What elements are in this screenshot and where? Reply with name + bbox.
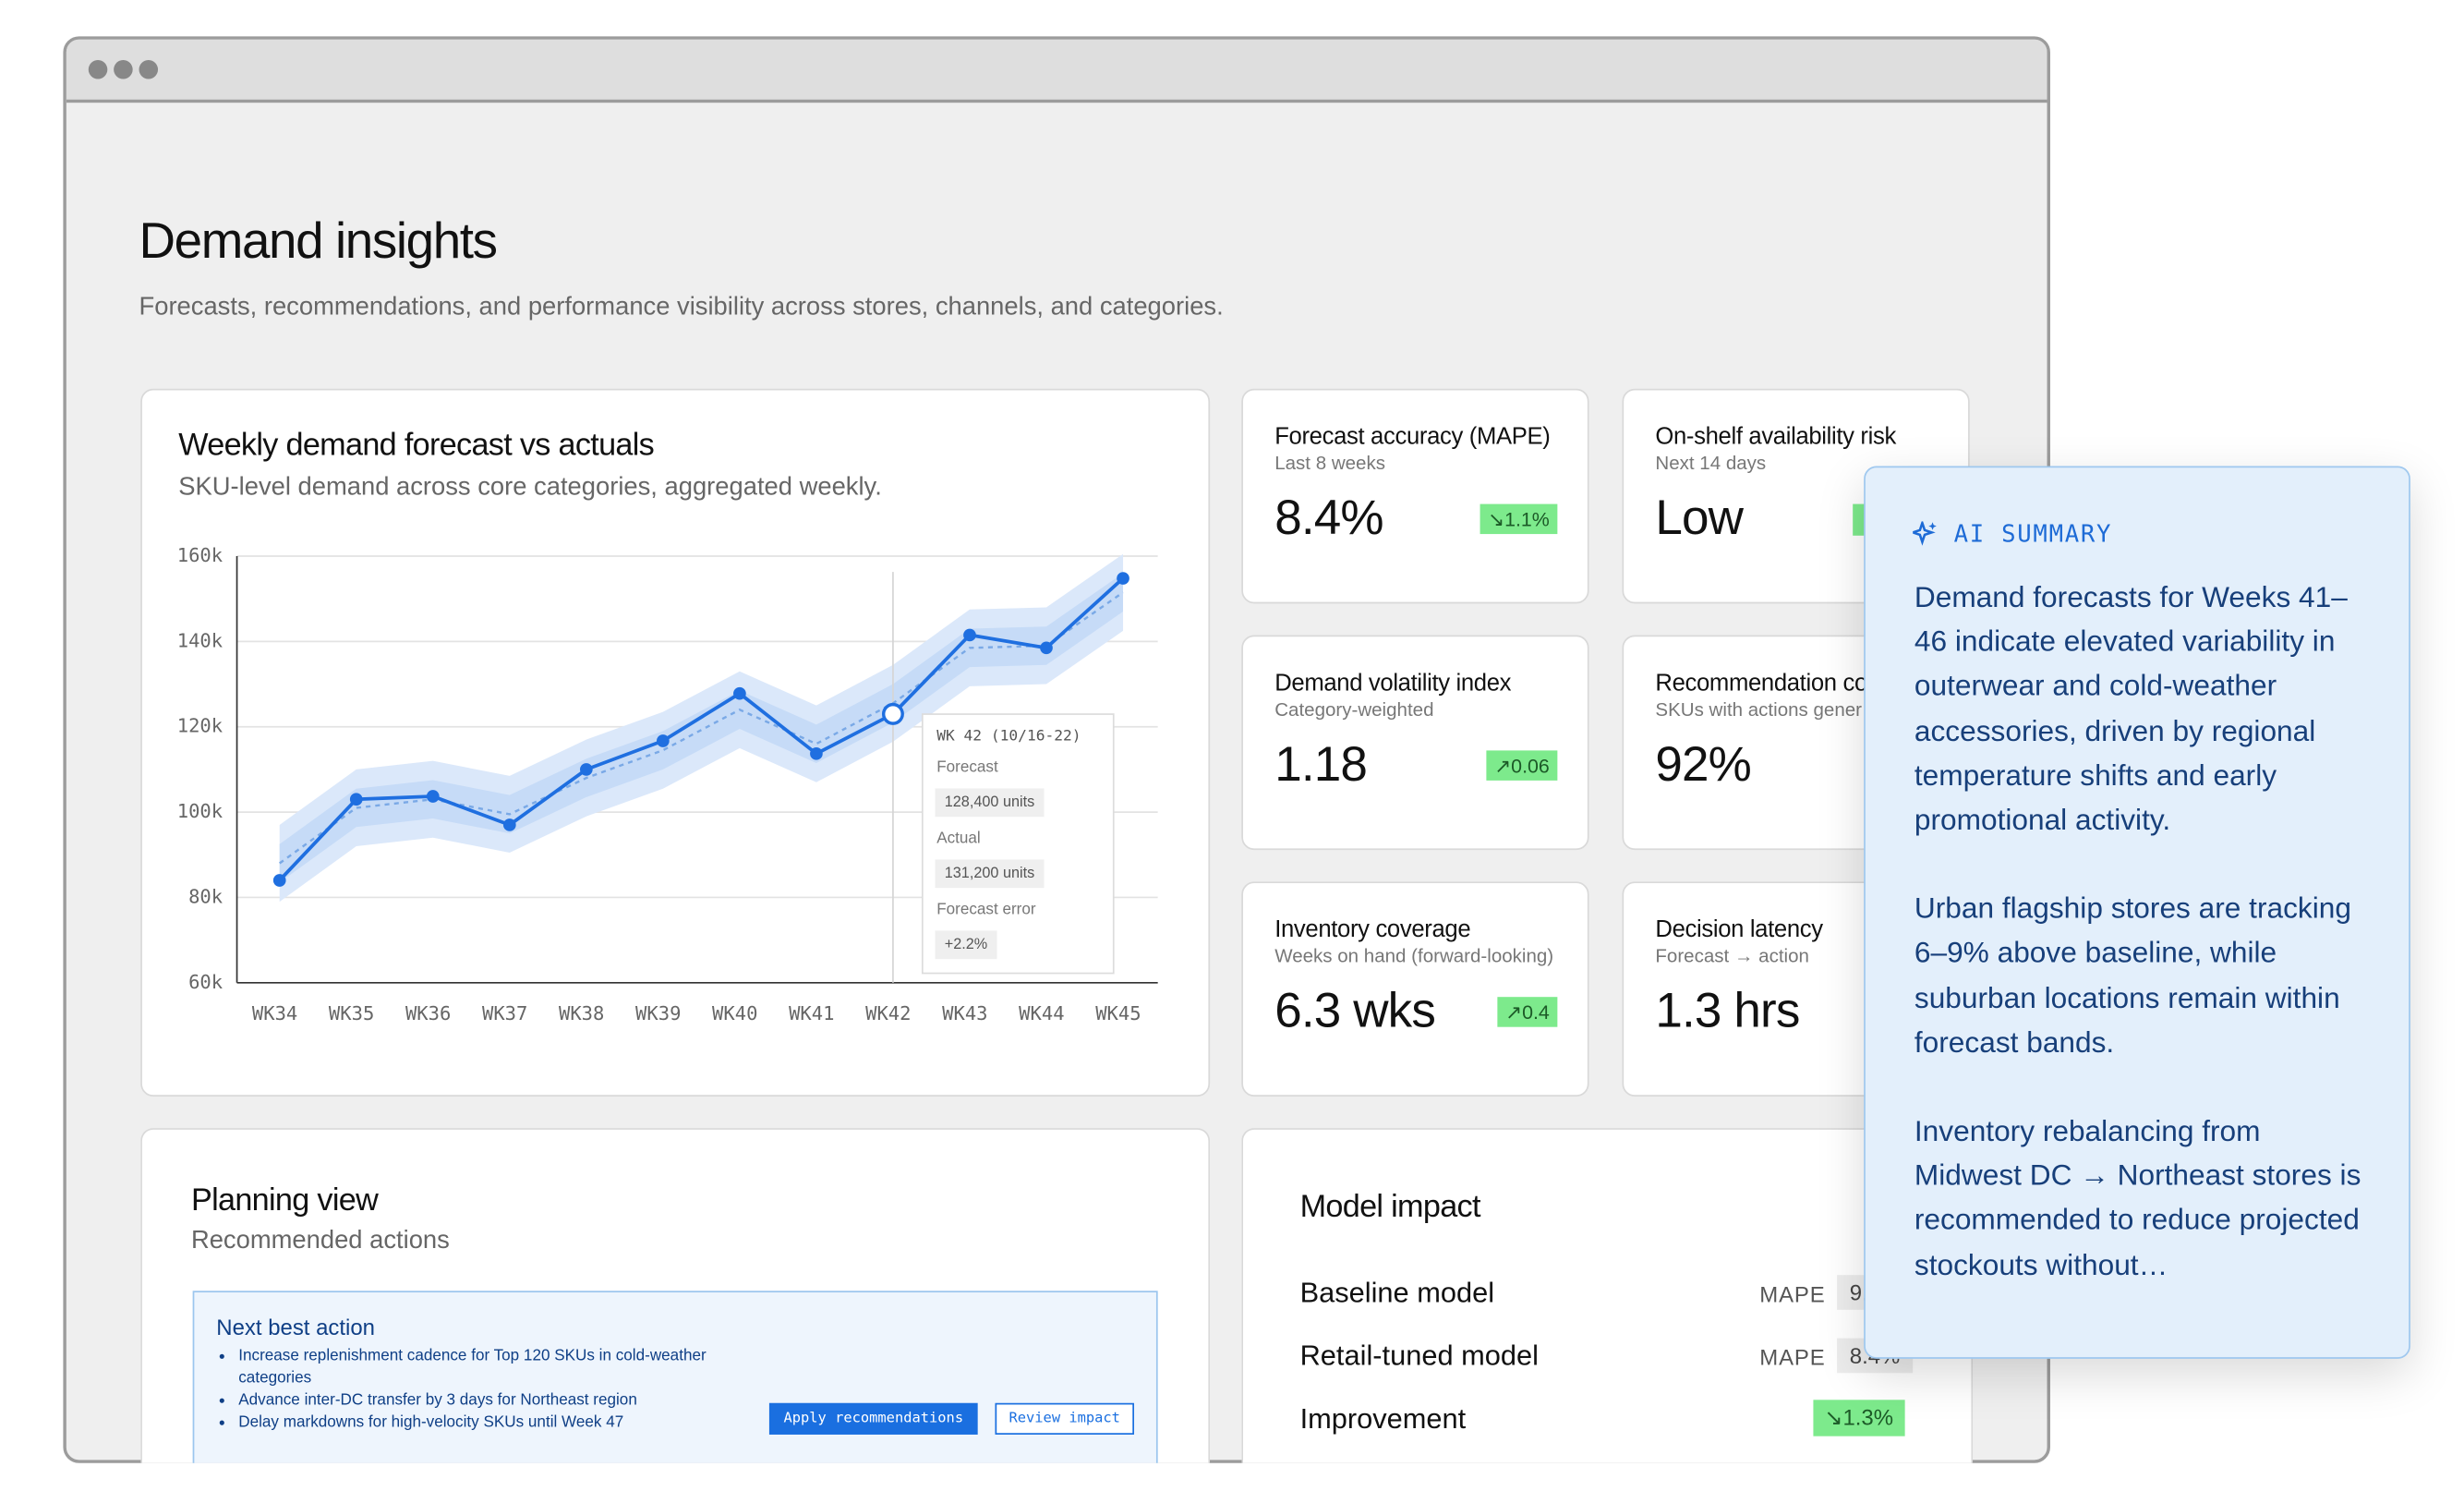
window-dot (88, 59, 108, 79)
kpi-row: 6.3 wks ↗0.4 (1274, 982, 1558, 1040)
kpi-value: 8.4% (1274, 490, 1383, 546)
kpi-row: 1.18 ↗0.06 (1274, 735, 1558, 794)
action-item: Advance inter-DC transfer by 3 days for … (238, 1390, 712, 1412)
kpi-subtitle: Weeks on hand (forward-looking) (1274, 944, 1554, 967)
chart-card: Weekly demand forecast vs actuals SKU-le… (140, 388, 1211, 1097)
kpi-row: 92% (1655, 736, 1938, 794)
sparkle-icon (1913, 521, 1937, 546)
improvement-label: Improvement (1299, 1402, 1467, 1435)
kpi-card: Forecast accuracy (MAPE) Last 8 weeks 8.4%… (1241, 388, 1589, 604)
ai-paragraph: Demand forecasts for Weeks 41–46 indicat… (1914, 579, 2348, 836)
ai-paragraph: Inventory rebalancing from Midwest DC → … (1914, 1113, 2361, 1281)
model-label: Retail-tuned model (1299, 1339, 1539, 1372)
chart-title: Weekly demand forecast vs actuals (178, 428, 655, 464)
kpi-row: 8.4% ↘1.1% (1274, 490, 1558, 547)
kpi-subtitle: Next 14 days (1655, 452, 1767, 475)
kpi-value: Low (1655, 490, 1744, 546)
ai-paragraph: Urban flagship stores are tracking 6–9% … (1914, 891, 2351, 1059)
improvement-badge: ↘1.3% (1813, 1400, 1905, 1436)
planning-card: Planning view Recommended actions Next b… (140, 1128, 1211, 1463)
kpi-badge: ↘1.1% (1480, 503, 1558, 534)
kpi-value: 6.3 wks (1274, 982, 1436, 1038)
model-impact-card: Model impact Improvement ↘1.3% Baseline … (1241, 1128, 1974, 1463)
kpi-row: 1.3 hrs (1655, 983, 1938, 1040)
ai-summary-panel: AI SUMMARY Demand forecasts for Weeks 41… (1864, 466, 2410, 1359)
kpi-title: On-shelf availability risk (1655, 423, 1896, 451)
kpi-badge: ↗0.06 (1486, 749, 1558, 781)
kpi-row: Low (1655, 490, 1938, 547)
ai-summary-text: Demand forecasts for Weeks 41–46 indicat… (1914, 576, 2375, 1332)
kpi-title: Inventory coverage (1274, 915, 1471, 944)
ai-summary-label: AI SUMMARY (1953, 519, 2113, 549)
kpi-subtitle: Forecast → action (1655, 944, 1809, 967)
action-box: Next best action Increase replenishment … (192, 1291, 1158, 1463)
kpi-subtitle: SKUs with actions gener (1655, 697, 1862, 721)
page-title: Demand insights (139, 212, 499, 269)
window-dot (139, 59, 159, 79)
action-item: Delay markdowns for high-velocity SKUs u… (238, 1412, 712, 1435)
kpi-value: 92% (1655, 735, 1751, 792)
planning-title: Planning view (190, 1183, 379, 1218)
kpi-value: 1.18 (1274, 735, 1368, 792)
kpi-badge: ↗0.4 (1497, 996, 1558, 1026)
kpi-subtitle: Last 8 weeks (1274, 452, 1386, 475)
kpi-card: Demand volatility index Category-weighted… (1241, 635, 1589, 851)
kpi-title: Demand volatility index (1274, 670, 1512, 697)
kpi-value: 1.3 hrs (1655, 982, 1800, 1038)
planning-subtitle: Recommended actions (190, 1227, 450, 1255)
chart-subtitle: SKU-level demand across core categories,… (178, 474, 882, 502)
action-item: Increase replenishment cadence for Top 1… (238, 1346, 712, 1390)
model-label: Baseline model (1299, 1276, 1495, 1309)
model-metric: MAPE (1759, 1281, 1826, 1307)
kpi-card: Inventory coverage Weeks on hand (forward… (1241, 881, 1589, 1097)
model-metric: MAPE (1759, 1344, 1826, 1370)
title-bar (66, 39, 2047, 103)
kpi-subtitle: Category-weighted (1274, 697, 1434, 721)
model-impact-title: Model impact (1299, 1189, 1481, 1225)
window-dot (114, 59, 133, 79)
page-subtitle: Forecasts, recommendations, and performa… (139, 294, 1224, 321)
kpi-card: On-shelf availability risk Next 14 days Lo… (1622, 388, 1970, 604)
action-button[interactable]: Review impact (995, 1402, 1134, 1435)
action-list: Increase replenishment cadence for Top 1… (216, 1346, 712, 1435)
action-box-title: Next best action (216, 1314, 376, 1340)
kpi-title: Forecast accuracy (MAPE) (1274, 423, 1551, 451)
kpi-title: Decision latency (1655, 915, 1823, 944)
action-button[interactable]: Apply recommendations (768, 1402, 978, 1435)
